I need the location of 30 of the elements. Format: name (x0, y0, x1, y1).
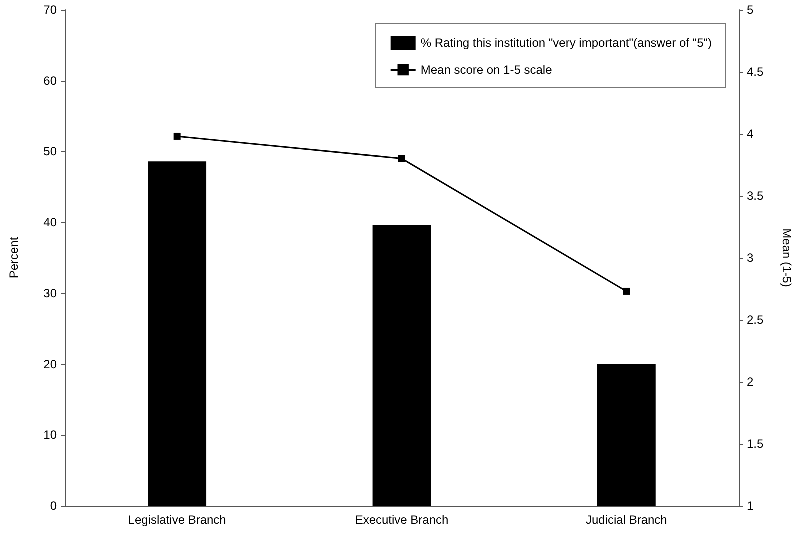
x-tick-label: Legislative Branch (128, 513, 226, 527)
y-tick-label: 0 (50, 499, 58, 513)
y2-tick-label: 2.5 (747, 313, 764, 327)
y2-tick-label: 1 (747, 499, 754, 513)
bar (597, 364, 656, 506)
y2-tick-label: 2 (747, 375, 754, 389)
x-tick-label: Executive Branch (355, 513, 449, 527)
y-tick-label: 50 (44, 144, 58, 159)
y2-tick-label: 1.5 (747, 437, 764, 451)
legend-label: % Rating this institution "very important"(answer of "5") (420, 36, 712, 50)
y-tick-label: 10 (44, 428, 58, 442)
y-axis-title: Percent (7, 236, 21, 279)
point (174, 132, 181, 140)
y2-tick-label: 3.5 (747, 189, 764, 203)
y2-tick-label: 3 (747, 251, 754, 265)
x-tick-label: Judicial Branch (586, 513, 668, 527)
y-tick-label: 60 (44, 74, 58, 88)
point (623, 288, 630, 295)
y2-tick-label: 5 (747, 3, 754, 17)
bar (148, 162, 207, 506)
bar (372, 225, 432, 506)
y2-tick-label: 4 (747, 127, 754, 141)
legend-label: Mean score on 1-5 scale (420, 63, 553, 77)
y2-tick-label: 4.5 (747, 65, 764, 79)
y-tick-label: 70 (44, 3, 58, 17)
y-tick-label: 40 (44, 216, 58, 230)
y2-axis-title: Mean (1-5) (780, 228, 794, 288)
y-tick-label: 20 (44, 357, 58, 372)
point (398, 155, 406, 162)
y-tick-label: 30 (44, 286, 58, 300)
